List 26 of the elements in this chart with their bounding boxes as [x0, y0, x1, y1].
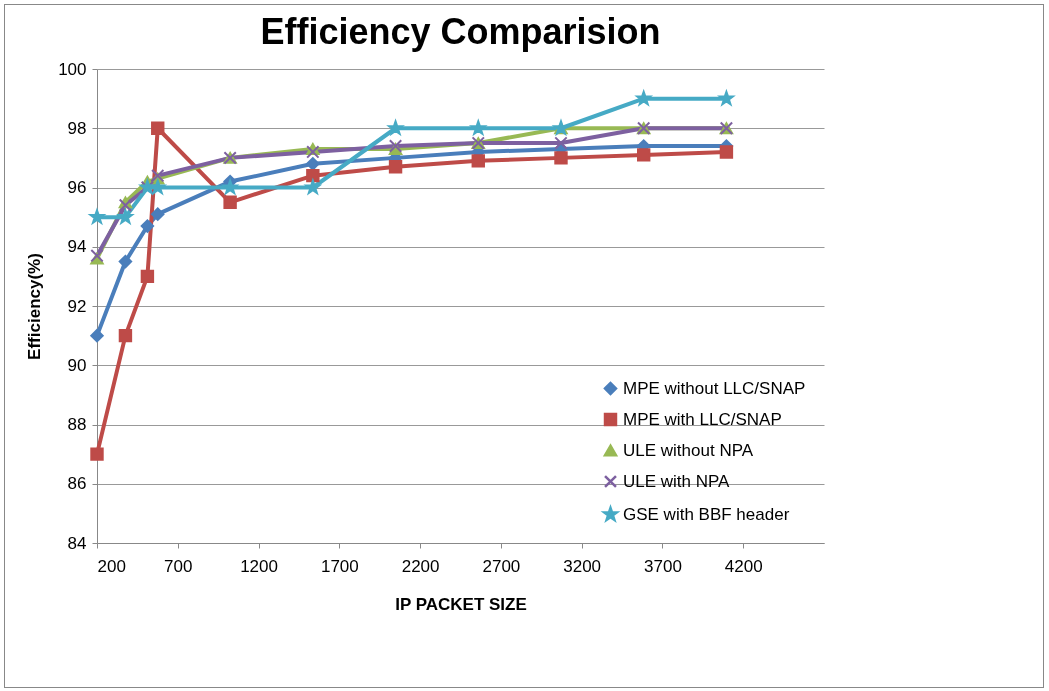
x-tick-label: 3200 [563, 556, 602, 576]
y-tick-label: 92 [67, 296, 87, 316]
y-axis-title: Efficiency(%) [25, 253, 45, 360]
x-tick-label: 2700 [482, 556, 521, 576]
x-tick-label: 700 [164, 556, 193, 576]
y-tick-label: 84 [67, 533, 87, 553]
legend-label: GSE with BBF header [623, 504, 790, 524]
y-tick-label: 98 [67, 118, 87, 138]
y-tick-label: 96 [67, 178, 87, 197]
legend-label: MPE without LLC/SNAP [623, 378, 806, 398]
chart-title: Efficiency Comparision [260, 11, 661, 52]
y-tick-label: 100 [58, 59, 87, 79]
x-tick-label: 3700 [644, 556, 682, 576]
y-tick-label: 90 [67, 355, 87, 375]
x-axis-title: IP PACKET SIZE [395, 594, 527, 614]
y-tick-label: 94 [67, 237, 87, 257]
legend-label: ULE with NPA [623, 471, 731, 491]
legend-label: ULE without NPA [623, 440, 754, 460]
x-tick-label: 200 [97, 556, 126, 576]
x-tick-label: 1200 [240, 556, 278, 576]
y-tick-label: 86 [67, 474, 87, 494]
x-tick-label: 1700 [320, 556, 359, 576]
legend-label: MPE with LLC/SNAP [623, 409, 782, 429]
x-tick-label: 4200 [724, 556, 763, 576]
y-tick-label: 88 [67, 415, 87, 434]
x-tick-label: 2200 [401, 556, 440, 576]
